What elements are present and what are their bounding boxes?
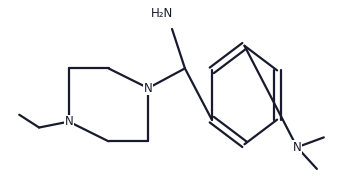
- Text: N: N: [293, 141, 301, 154]
- Text: N: N: [144, 82, 153, 95]
- Text: N: N: [64, 115, 73, 128]
- Text: H₂N: H₂N: [151, 7, 173, 20]
